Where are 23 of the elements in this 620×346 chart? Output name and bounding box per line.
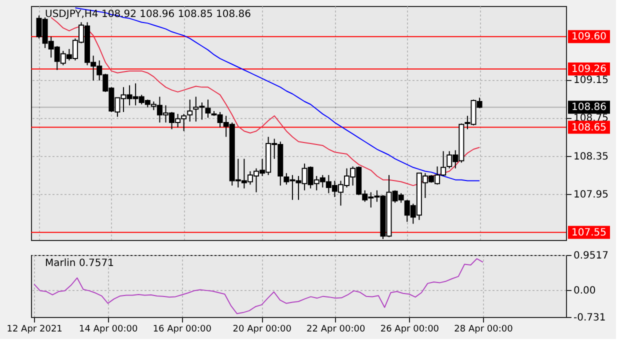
candlestick	[205, 99, 211, 118]
x-tick-label: 12 Apr 2021	[6, 324, 62, 334]
x-tick-label: 28 Apr 00:00	[454, 324, 514, 334]
y-tick-label: 108.75	[574, 113, 608, 124]
x-tick-label: 16 Apr 00:00	[152, 324, 212, 334]
chart-title: Marlin 0.7571	[45, 258, 114, 269]
x-tick-label: 26 Apr 00:00	[380, 324, 440, 334]
line-series	[34, 258, 484, 314]
ref-line-label: 109.26	[572, 64, 606, 76]
x-tick-label: 22 Apr 00:00	[306, 324, 366, 334]
y-tick-label: 0.9517	[574, 250, 608, 262]
ref-line-label: 108.65	[572, 122, 606, 134]
y-tick-label: 0.00	[574, 286, 596, 297]
ref-line-label: 109.60	[572, 32, 606, 43]
x-tick-label: 20 Apr 00:00	[232, 324, 292, 334]
ref-line-label: 108.86	[572, 102, 606, 114]
x-tick-label: 14 Apr 00:00	[79, 324, 138, 334]
y-tick-label: 108.35	[574, 151, 608, 162]
y-tick-label: 107.95	[574, 190, 608, 201]
y-tick-label: 109.15	[574, 75, 608, 86]
candlestick	[187, 99, 193, 122]
y-tick-label: -0.731	[574, 312, 606, 324]
ref-line-label: 107.55	[572, 227, 606, 238]
